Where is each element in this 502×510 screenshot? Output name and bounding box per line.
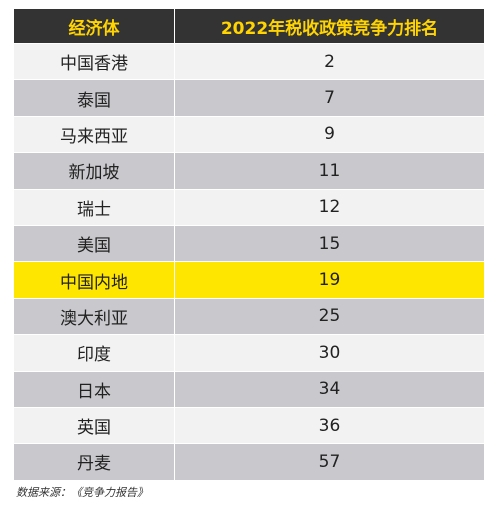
cell-rank: 12 (174, 189, 484, 226)
cell-rank: 2 (174, 43, 484, 81)
cell-economy: 丹麦 (14, 443, 175, 481)
cell-economy: 英国 (14, 407, 175, 445)
table-header-row: 经济体 2022年税收政策竞争力排名 (14, 9, 484, 44)
cell-rank: 7 (174, 79, 484, 117)
table-row: 马来西亚 9 (14, 116, 484, 154)
column-header-economy: 经济体 (14, 9, 175, 44)
table-row: 美国 15 (14, 225, 484, 263)
table-row: 日本 34 (14, 371, 484, 408)
cell-economy: 马来西亚 (14, 116, 175, 154)
cell-rank: 9 (174, 116, 484, 154)
cell-rank: 25 (174, 298, 484, 336)
cell-rank: 19 (174, 261, 484, 299)
cell-economy: 日本 (14, 371, 175, 408)
cell-economy: 印度 (14, 334, 175, 372)
table-row: 中国香港 2 (14, 43, 484, 81)
cell-rank: 30 (174, 334, 484, 372)
cell-economy: 瑞士 (14, 189, 175, 226)
cell-economy: 中国内地 (14, 261, 175, 299)
cell-economy: 美国 (14, 225, 175, 263)
table-body: 中国香港 2 泰国 7 马来西亚 9 新加坡 11 瑞士 12 美国 15 中国内地 19 澳大利亚 25 印度… (14, 43, 484, 481)
cell-rank: 57 (174, 443, 484, 481)
table-row: 澳大利亚 25 (14, 298, 484, 336)
table-row: 中国内地 19 (14, 261, 484, 299)
table-row: 印度 30 (14, 334, 484, 372)
source-note: 数据来源：《竞争力报告》 (16, 486, 148, 499)
cell-economy: 新加坡 (14, 152, 175, 190)
table-row: 英国 36 (14, 407, 484, 445)
cell-economy: 澳大利亚 (14, 298, 175, 336)
cell-rank: 11 (174, 152, 484, 190)
ranking-table: 经济体 2022年税收政策竞争力排名 中国香港 2 泰国 7 马来西亚 9 新加坡 11 瑞士 1… (14, 9, 484, 481)
table-row: 瑞士 12 (14, 189, 484, 226)
cell-economy: 中国香港 (14, 43, 175, 81)
cell-rank: 34 (174, 371, 484, 408)
table-row: 新加坡 11 (14, 152, 484, 190)
column-header-rank: 2022年税收政策竞争力排名 (174, 9, 484, 44)
cell-rank: 36 (174, 407, 484, 445)
cell-rank: 15 (174, 225, 484, 263)
cell-economy: 泰国 (14, 79, 175, 117)
table-row: 丹麦 57 (14, 443, 484, 481)
table-row: 泰国 7 (14, 79, 484, 117)
